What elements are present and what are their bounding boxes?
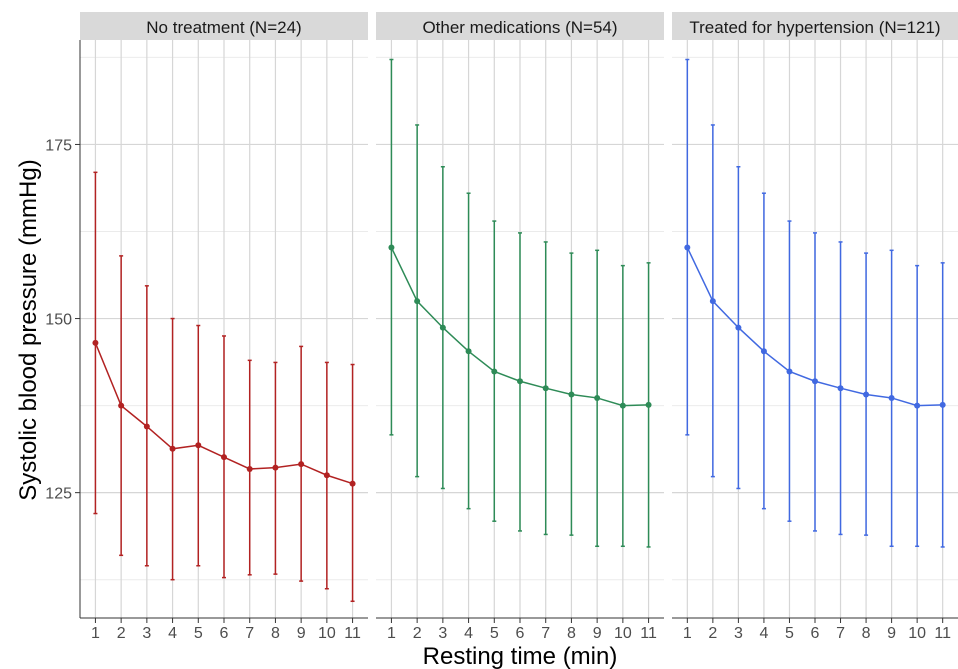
data-point xyxy=(684,244,691,251)
x-tick-label: 5 xyxy=(490,625,499,642)
data-point xyxy=(914,402,921,409)
x-tick-label: 6 xyxy=(516,625,525,642)
y-tick-label: 175 xyxy=(45,137,72,154)
x-tick-label: 8 xyxy=(271,625,280,642)
x-tick-label: 9 xyxy=(887,625,896,642)
data-point xyxy=(246,465,253,472)
data-point xyxy=(760,348,767,355)
data-point xyxy=(491,368,498,375)
x-tick-label: 1 xyxy=(91,625,100,642)
data-point xyxy=(272,464,279,471)
x-tick-label: 4 xyxy=(168,625,177,642)
x-tick-label: 10 xyxy=(908,625,926,642)
data-point xyxy=(298,461,305,468)
panel-3: Treated for hypertension (N=121) 1 2 3 4 5 6 7 8… xyxy=(672,12,958,642)
x-tick-label: 8 xyxy=(862,625,871,642)
data-point xyxy=(786,368,793,375)
data-point xyxy=(92,339,99,346)
data-point xyxy=(143,423,150,430)
x-tick-label: 3 xyxy=(438,625,447,642)
x-tick-label: 7 xyxy=(836,625,845,642)
y-tick-label: 125 xyxy=(45,486,72,503)
data-point xyxy=(195,442,202,449)
panel-1: No treatment (N=24) 1 2 3 4 5 6 7 8 9 10 11 xyxy=(80,12,368,642)
x-tick-label: 1 xyxy=(683,625,692,642)
x-tick-label: 2 xyxy=(117,625,126,642)
data-point xyxy=(594,394,601,401)
x-tick-label: 9 xyxy=(297,625,306,642)
x-tick-label: 7 xyxy=(541,625,550,642)
x-tick-label: 6 xyxy=(811,625,820,642)
data-point xyxy=(323,472,330,479)
panel-strip xyxy=(672,12,958,40)
data-point xyxy=(517,378,523,385)
data-point xyxy=(465,348,472,355)
panel-2: Other medications (N=54) 1 2 3 4 5 6 7 8 9 10 11 xyxy=(376,12,664,642)
x-axis-title: Resting time (min) xyxy=(423,643,618,669)
panel-title: Other medications (N=54) xyxy=(422,18,617,37)
y-axis-title: Systolic blood pressure (mmHg) xyxy=(15,159,42,500)
x-tick-label: 4 xyxy=(464,625,473,642)
x-tick-label: 11 xyxy=(934,625,951,642)
data-point xyxy=(221,454,227,461)
x-tick-label: 8 xyxy=(567,625,576,642)
panel-title: No treatment (N=24) xyxy=(146,18,301,37)
x-tick-label: 10 xyxy=(614,625,632,642)
x-tick-label: 4 xyxy=(759,625,768,642)
data-point xyxy=(414,298,421,305)
x-tick-label: 2 xyxy=(708,625,717,642)
data-point xyxy=(118,402,125,409)
data-point xyxy=(619,402,626,409)
data-point xyxy=(939,401,946,408)
data-point xyxy=(542,385,549,392)
x-tick-label: 10 xyxy=(318,625,336,642)
x-tick-label: 3 xyxy=(734,625,743,642)
data-point xyxy=(169,445,176,452)
data-point xyxy=(568,391,575,398)
data-point xyxy=(388,244,395,251)
data-point xyxy=(439,324,446,331)
x-tick-label: 5 xyxy=(194,625,203,642)
data-point xyxy=(888,394,895,401)
x-tick-label: 11 xyxy=(640,625,657,642)
x-tick-label: 6 xyxy=(220,625,229,642)
data-point xyxy=(735,324,742,331)
data-point xyxy=(349,480,356,487)
data-point xyxy=(709,298,716,305)
x-tick-label: 9 xyxy=(593,625,602,642)
x-tick-label: 5 xyxy=(785,625,794,642)
panel-strip xyxy=(376,12,664,40)
data-point xyxy=(837,385,844,392)
x-tick-label: 1 xyxy=(387,625,396,642)
data-point xyxy=(812,378,818,385)
panel-title: Treated for hypertension (N=121) xyxy=(689,18,940,37)
y-tick-label: 150 xyxy=(45,312,72,329)
x-tick-label: 7 xyxy=(245,625,254,642)
data-point xyxy=(863,391,870,398)
data-point xyxy=(645,401,652,408)
x-tick-label: 11 xyxy=(344,625,361,642)
panel-strip xyxy=(80,12,368,40)
x-tick-label: 3 xyxy=(142,625,151,642)
x-tick-label: 2 xyxy=(413,625,422,642)
